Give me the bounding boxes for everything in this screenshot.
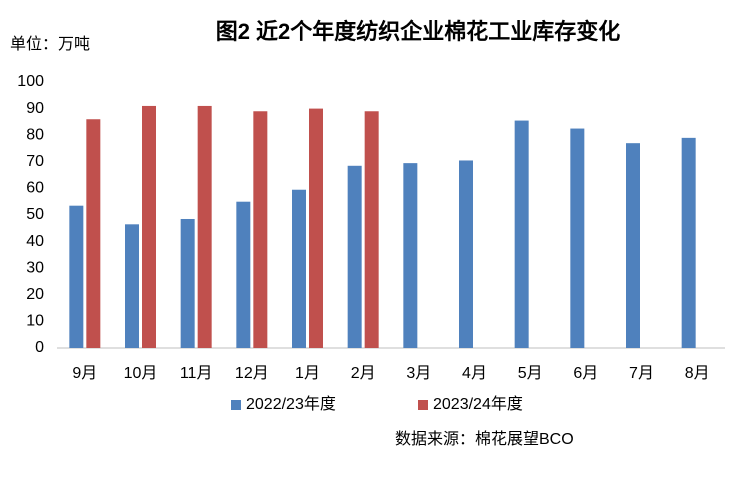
y-tick-label: 10	[26, 313, 44, 330]
y-tick-label: 40	[26, 233, 44, 250]
bar	[309, 108, 323, 348]
legend-swatch	[231, 400, 241, 410]
bar	[86, 119, 101, 349]
source-note: 数据来源：棉花展望BCO	[395, 430, 574, 448]
legend-swatch	[418, 400, 428, 410]
x-tick-label: 2月	[351, 365, 376, 382]
bar	[69, 205, 84, 348]
x-tick-label: 10月	[124, 365, 158, 382]
x-tick-label: 12月	[235, 365, 269, 382]
x-tick-label: 1月	[295, 365, 320, 382]
bar	[681, 137, 696, 348]
bar	[403, 163, 418, 348]
bar	[626, 143, 640, 348]
y-tick-label: 90	[26, 100, 44, 117]
x-tick-label: 5月	[518, 365, 543, 382]
bar	[514, 120, 529, 348]
x-tick-label: 9月	[72, 365, 97, 382]
y-tick-label: 80	[26, 126, 44, 143]
x-tick-label: 11月	[180, 365, 213, 382]
x-tick-label: 4月	[462, 365, 487, 382]
x-tick-label: 3月	[406, 365, 431, 382]
bar	[180, 218, 195, 348]
bar	[236, 201, 251, 348]
chart-title: 图2 近2个年度纺织企业棉花工业库存变化	[216, 19, 621, 44]
y-tick-label: 20	[26, 286, 44, 303]
y-tick-label: 60	[26, 180, 44, 197]
unit-label: 单位：万吨	[10, 35, 90, 53]
bar	[253, 111, 268, 348]
x-tick-label: 6月	[573, 365, 598, 382]
bar	[125, 224, 139, 348]
bar	[570, 128, 585, 348]
bar	[292, 189, 306, 348]
bar	[142, 105, 156, 348]
bar	[459, 160, 473, 348]
y-tick-label: 50	[26, 206, 44, 223]
legend-label: 2023/24年度	[433, 395, 523, 413]
y-tick-label: 100	[17, 73, 44, 90]
bar	[347, 165, 362, 348]
y-tick-label: 30	[26, 259, 44, 276]
bar	[197, 105, 212, 348]
legend-label: 2022/23年度	[246, 395, 336, 413]
x-tick-label: 7月	[629, 365, 654, 382]
y-tick-label: 0	[35, 339, 44, 356]
x-tick-label: 8月	[685, 365, 710, 382]
y-tick-label: 70	[26, 153, 44, 170]
bar	[364, 111, 379, 348]
